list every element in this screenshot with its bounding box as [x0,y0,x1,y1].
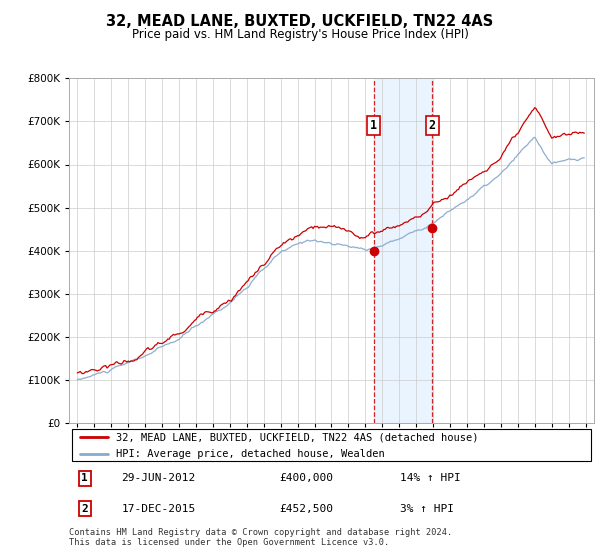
Text: 1: 1 [370,119,377,132]
Text: 2: 2 [82,504,88,514]
Text: 2: 2 [429,119,436,132]
FancyBboxPatch shape [71,428,592,461]
Text: 14% ↑ HPI: 14% ↑ HPI [400,473,461,483]
Text: 29-JUN-2012: 29-JUN-2012 [121,473,196,483]
Text: 17-DEC-2015: 17-DEC-2015 [121,504,196,514]
Text: Contains HM Land Registry data © Crown copyright and database right 2024.
This d: Contains HM Land Registry data © Crown c… [69,528,452,547]
Text: 32, MEAD LANE, BUXTED, UCKFIELD, TN22 4AS (detached house): 32, MEAD LANE, BUXTED, UCKFIELD, TN22 4A… [116,432,479,442]
Text: 3% ↑ HPI: 3% ↑ HPI [400,504,454,514]
Text: Price paid vs. HM Land Registry's House Price Index (HPI): Price paid vs. HM Land Registry's House … [131,28,469,41]
Text: £400,000: £400,000 [279,473,333,483]
Text: £452,500: £452,500 [279,504,333,514]
Text: 32, MEAD LANE, BUXTED, UCKFIELD, TN22 4AS: 32, MEAD LANE, BUXTED, UCKFIELD, TN22 4A… [106,14,494,29]
Text: HPI: Average price, detached house, Wealden: HPI: Average price, detached house, Weal… [116,449,385,459]
Text: 1: 1 [82,473,88,483]
